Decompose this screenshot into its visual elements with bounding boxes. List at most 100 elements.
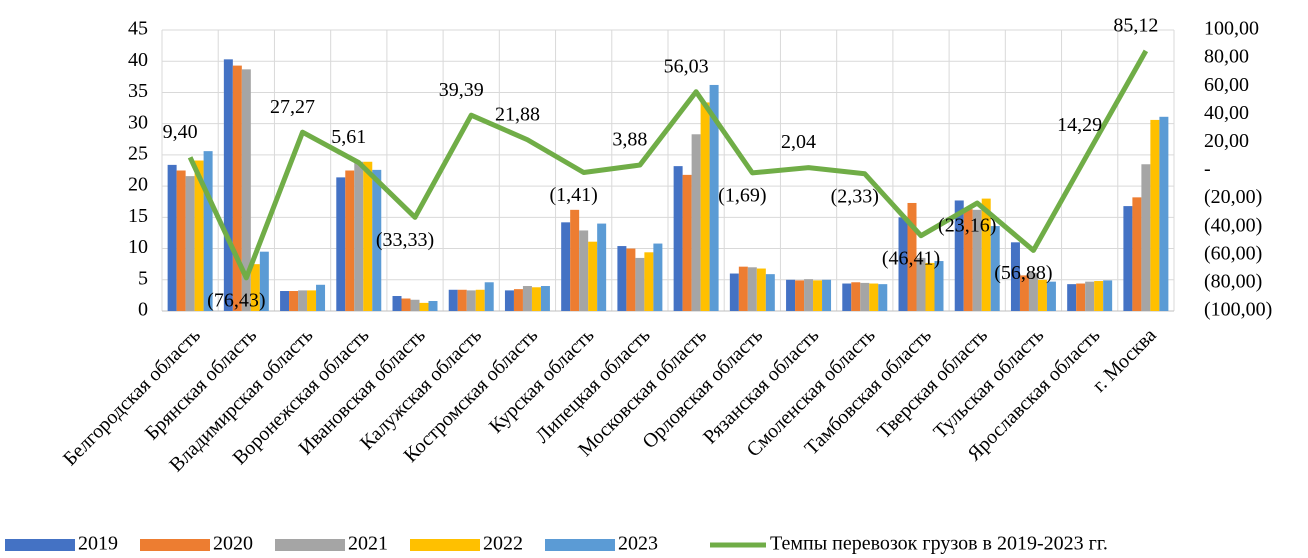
legend-swatch [545, 539, 615, 551]
data-label: 5,61 [331, 126, 366, 148]
legend-swatch [275, 539, 345, 551]
bar [1123, 206, 1133, 311]
bar [513, 289, 523, 311]
bar [561, 222, 571, 311]
bar [392, 296, 402, 311]
bar [842, 283, 852, 311]
bar [457, 289, 467, 311]
bar [1076, 283, 1086, 311]
bar [813, 280, 823, 311]
bar [860, 282, 870, 311]
legend-label: Темпы перевозок грузов в 2019-2023 гг. [770, 533, 1108, 555]
bar [531, 287, 541, 311]
y2-tick-label: 80,00 [1204, 46, 1249, 68]
bar [934, 261, 944, 311]
legend-label: 2021 [348, 533, 388, 555]
bar [259, 251, 269, 311]
bar [682, 174, 692, 311]
line [187, 49, 1149, 281]
data-label: (1,41) [550, 184, 598, 206]
data-label: (76,43) [207, 289, 265, 311]
bar [354, 161, 364, 311]
bar [1150, 119, 1160, 311]
data-label: 56,03 [664, 55, 709, 77]
bar [851, 282, 861, 311]
bar [289, 291, 299, 311]
data-label: 27,27 [270, 96, 315, 118]
bar [372, 169, 382, 311]
bar [475, 289, 485, 311]
bar [307, 290, 317, 311]
bar [1037, 279, 1047, 311]
data-label: (2,33) [831, 185, 879, 207]
bar [1019, 275, 1029, 311]
bar [990, 226, 1000, 311]
bar [954, 200, 964, 311]
y-tick-label: 15 [128, 205, 148, 227]
bar [194, 160, 204, 311]
bar [522, 286, 532, 311]
bar [1010, 242, 1020, 311]
bar [925, 262, 935, 311]
legend-swatch [140, 539, 210, 551]
bar [617, 246, 627, 311]
bar [1094, 281, 1104, 311]
bar [972, 209, 982, 311]
data-label: (56,88) [994, 262, 1052, 284]
bar [898, 217, 908, 311]
y-tick-label: 25 [128, 142, 148, 164]
bar [1103, 280, 1113, 311]
y2-tick-label: - [1204, 158, 1211, 180]
bar [765, 274, 775, 311]
y2-tick-label: 100,00 [1204, 18, 1259, 40]
bar [1046, 281, 1056, 311]
y2-tick-label: (60,00) [1204, 242, 1262, 264]
bar [336, 177, 346, 311]
data-label: 39,39 [439, 79, 484, 101]
bar [167, 164, 177, 311]
bar [756, 268, 766, 311]
bar [570, 209, 580, 311]
bar [626, 248, 636, 311]
y2-tick-label: (40,00) [1204, 214, 1262, 236]
y-tick-label: 20 [128, 174, 148, 196]
bar [597, 223, 607, 311]
legend-swatch [5, 539, 75, 551]
data-label: 14,29 [1057, 114, 1102, 136]
y2-tick-label: (20,00) [1204, 186, 1262, 208]
bar [484, 282, 494, 311]
y2-tick-label: 60,00 [1204, 74, 1249, 96]
bar [1067, 284, 1077, 311]
bar [907, 202, 917, 311]
bar [298, 290, 308, 311]
bar [729, 273, 739, 311]
y-tick-label: 5 [138, 267, 148, 289]
data-label: 21,88 [495, 103, 540, 125]
bar [804, 279, 814, 311]
bar [232, 65, 242, 312]
data-label: (1,69) [718, 184, 766, 206]
bar [878, 284, 888, 311]
legend-label: 2019 [78, 533, 118, 555]
legend-swatch [410, 539, 480, 551]
bar [709, 84, 719, 311]
y2-tick-label: (100,00) [1204, 299, 1272, 321]
bar [250, 264, 260, 311]
data-label: 3,88 [612, 129, 647, 151]
bar [747, 267, 757, 311]
bar [223, 59, 233, 311]
y-tick-label: 40 [128, 49, 148, 71]
bar [579, 230, 589, 311]
data-label: 85,12 [1113, 15, 1158, 37]
bar [466, 290, 476, 311]
bar [916, 257, 926, 311]
bar [786, 279, 796, 311]
bar [363, 161, 373, 311]
bar [644, 252, 654, 311]
bar [1132, 197, 1142, 311]
y-tick-label: 35 [128, 80, 148, 102]
bar [1141, 164, 1151, 311]
bar [700, 102, 710, 312]
bar [185, 176, 195, 311]
